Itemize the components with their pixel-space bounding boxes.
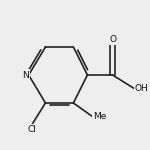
Text: O: O <box>109 35 116 44</box>
Text: OH: OH <box>135 84 149 93</box>
Text: Me: Me <box>93 112 106 122</box>
Text: Cl: Cl <box>27 125 36 134</box>
Text: N: N <box>22 70 29 80</box>
